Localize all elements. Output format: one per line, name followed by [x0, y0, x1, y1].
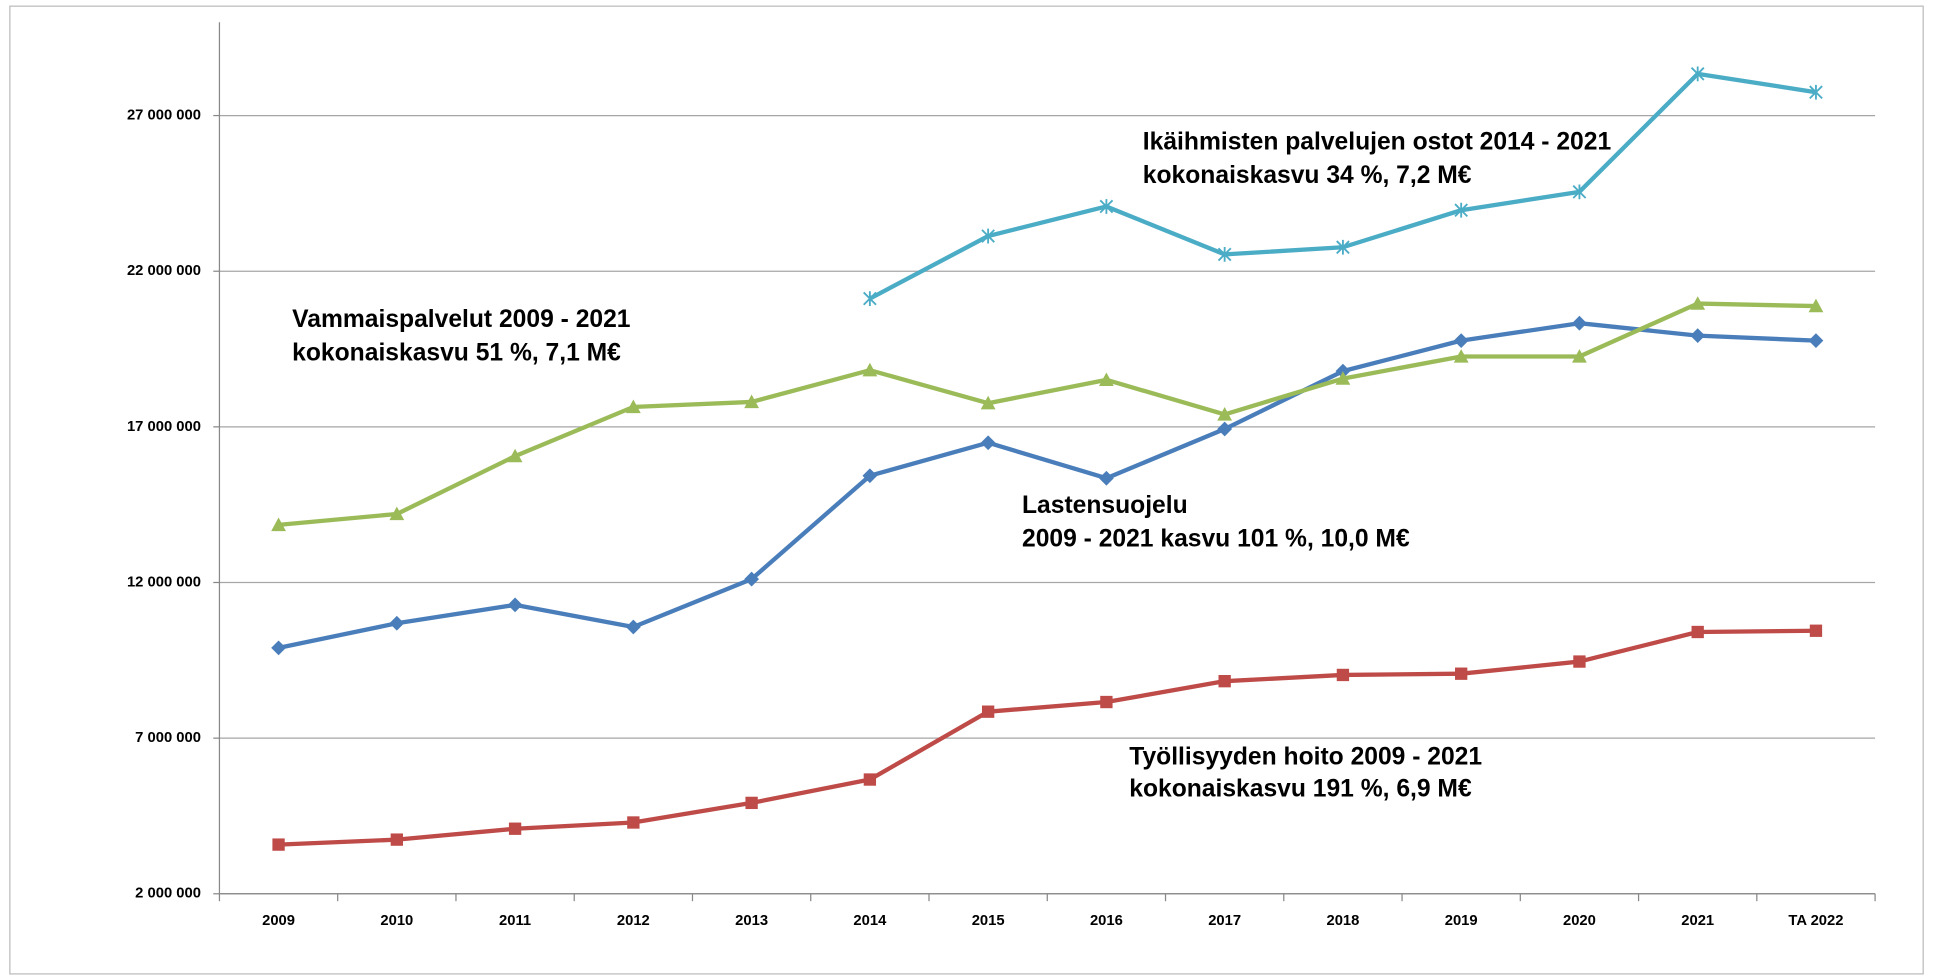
x-tick-label: 2020 [1563, 913, 1596, 929]
marker [271, 517, 286, 532]
marker [390, 833, 403, 846]
y-tick-label: 27 000 000 [127, 107, 201, 123]
annotation: Lastensuojelu [1022, 492, 1188, 519]
marker [1453, 349, 1469, 363]
annotation: 2009 - 2021 kasvu 101 %, 10,0 M€ [1022, 525, 1410, 552]
marker [862, 362, 878, 377]
marker [1690, 328, 1706, 344]
marker [271, 640, 286, 656]
marker [1217, 407, 1233, 421]
y-tick-label: 17 000 000 [127, 419, 201, 435]
marker [1218, 675, 1231, 688]
marker [1691, 625, 1704, 639]
annotation: Vammaispalvelut 2009 - 2021 [292, 306, 631, 333]
x-tick-label: 2014 [853, 913, 887, 929]
x-tick-label: 2019 [1445, 913, 1478, 929]
marker [1809, 624, 1823, 637]
annotation: Ikäihmisten palvelujen ostot 2014 - 2021 [1143, 129, 1612, 156]
marker [1217, 247, 1232, 262]
marker [507, 597, 523, 613]
marker [1573, 655, 1586, 668]
marker [389, 615, 405, 631]
marker [508, 822, 522, 835]
x-tick-label: 2011 [499, 913, 531, 929]
marker [1336, 668, 1350, 682]
marker [1100, 695, 1113, 709]
marker [980, 395, 996, 410]
marker [1808, 298, 1824, 313]
x-tick-label: 2016 [1090, 913, 1123, 929]
x-tick-label: 2017 [1208, 913, 1241, 929]
x-tick-label: 2018 [1326, 913, 1359, 929]
series-line [278, 321, 1817, 650]
annotation: kokonaiskasvu 191 %, 6,9 M€ [1129, 776, 1472, 803]
y-tick-label: 7 000 000 [135, 730, 201, 746]
marker [625, 619, 641, 635]
x-tick-label: 2015 [972, 913, 1005, 929]
series-line [278, 301, 1817, 528]
marker [1336, 239, 1350, 255]
x-tick-label: 2012 [617, 913, 650, 929]
marker [1454, 202, 1468, 218]
annotation: kokonaiskasvu 34 %, 7,2 M€ [1143, 162, 1472, 189]
marker [389, 506, 405, 521]
marker [1099, 199, 1114, 214]
marker [745, 796, 758, 810]
x-tick-label: TA 2022 [1788, 913, 1843, 929]
marker [627, 816, 640, 829]
marker [980, 435, 996, 451]
marker [1572, 315, 1587, 331]
marker [862, 468, 878, 484]
marker [744, 394, 760, 409]
marker [1572, 349, 1587, 363]
marker [507, 448, 523, 463]
marker [1690, 66, 1705, 82]
marker [1335, 371, 1351, 385]
chart-border [9, 5, 1924, 975]
marker [1217, 421, 1233, 437]
x-tick-label: 2021 [1681, 913, 1714, 929]
marker [1453, 333, 1469, 349]
marker [1098, 470, 1114, 486]
y-tick-label: 2 000 000 [135, 886, 201, 902]
x-tick-label: 2013 [735, 913, 768, 929]
series-line [278, 628, 1816, 847]
marker [863, 773, 877, 786]
marker [1455, 667, 1468, 680]
marker [981, 705, 995, 718]
x-tick-label: 2010 [380, 913, 413, 929]
marker [981, 228, 995, 244]
marker [863, 291, 877, 307]
annotation: Työllisyyden hoito 2009 - 2021 [1129, 744, 1482, 771]
marker [625, 399, 641, 414]
marker [1808, 333, 1824, 349]
y-tick-label: 12 000 000 [127, 574, 201, 590]
marker [1098, 372, 1114, 387]
marker [1809, 84, 1823, 100]
x-tick-label: 2009 [262, 913, 295, 929]
marker [272, 838, 285, 851]
marker [1335, 363, 1351, 379]
marker [1690, 296, 1706, 310]
marker [1572, 184, 1587, 200]
y-tick-label: 22 000 000 [127, 263, 201, 279]
annotation: kokonaiskasvu 51 %, 7,1 M€ [292, 339, 621, 366]
